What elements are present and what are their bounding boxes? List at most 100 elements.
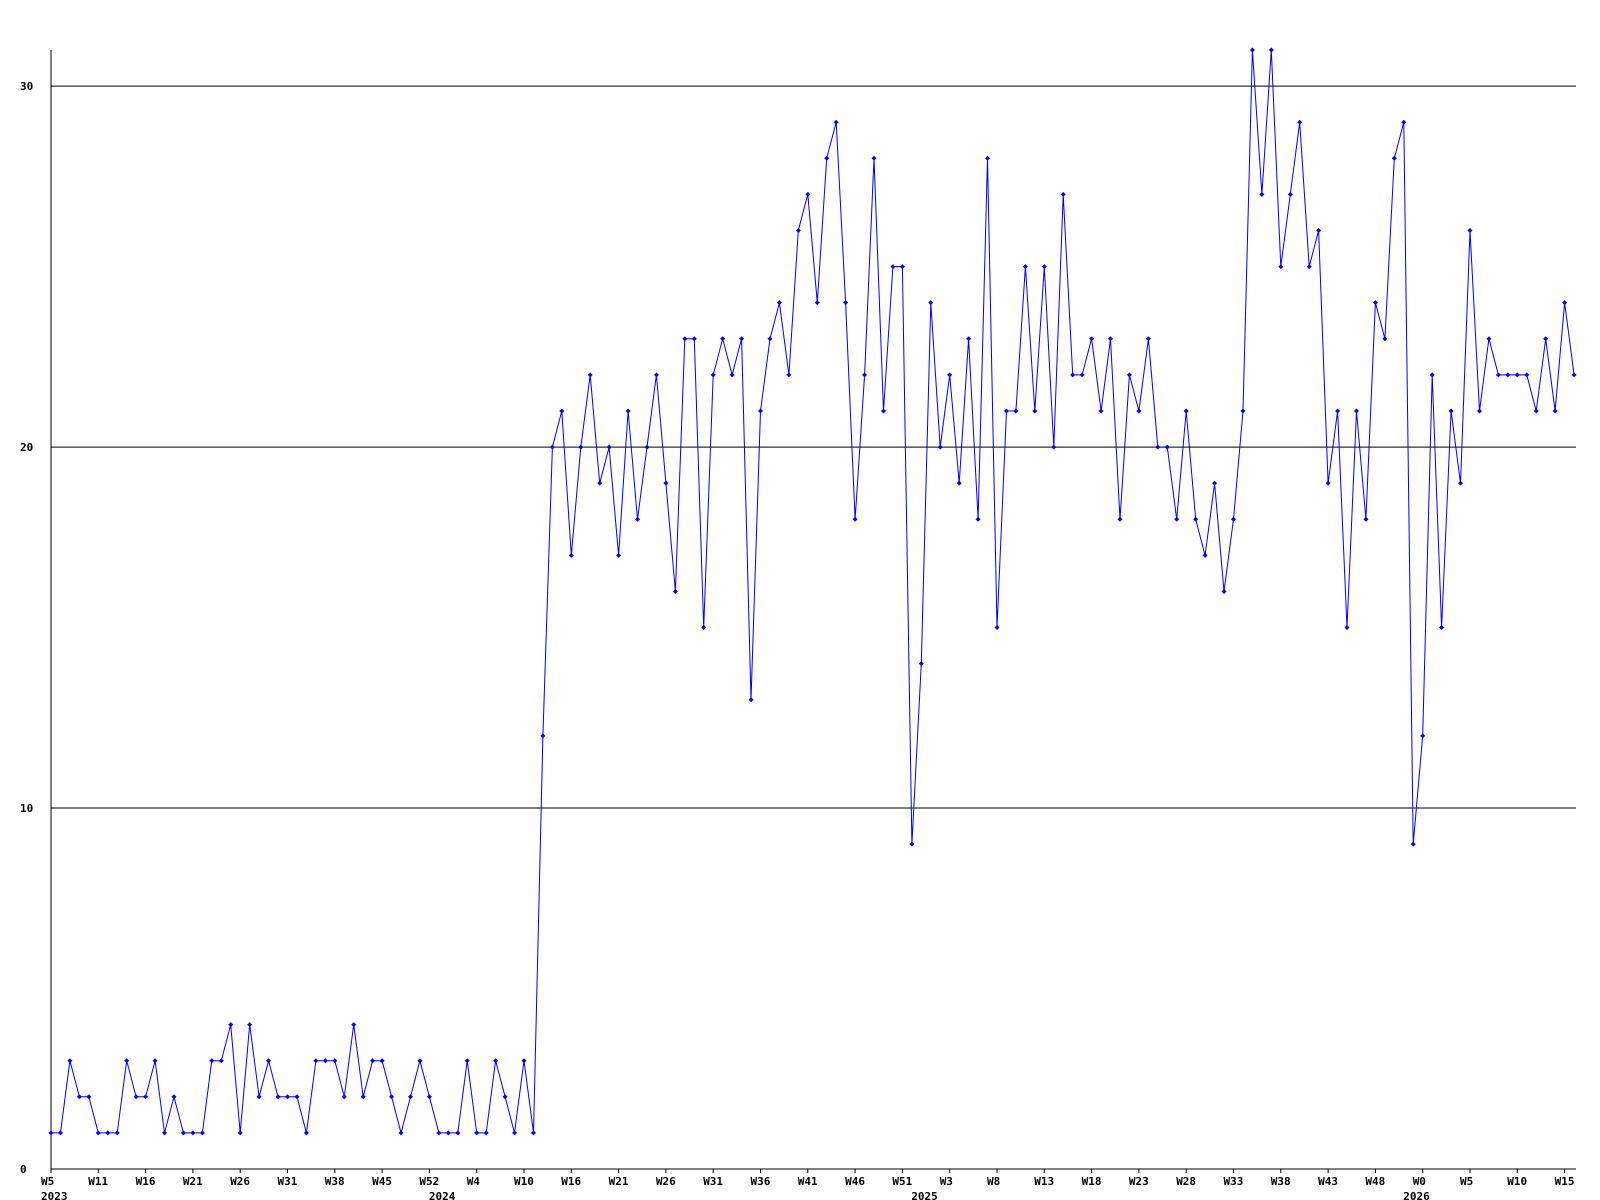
data-point [218, 1058, 224, 1064]
data-point [303, 1130, 309, 1136]
data-point [1032, 408, 1038, 414]
data-point [133, 1094, 139, 1100]
y-tick-label: 0 [20, 1163, 27, 1176]
data-point [890, 264, 896, 270]
data-point [549, 444, 555, 450]
data-point [445, 1130, 451, 1136]
data-point [407, 1094, 413, 1100]
data-point [862, 372, 868, 378]
data-point [124, 1058, 130, 1064]
data-point [1070, 372, 1076, 378]
data-point [720, 336, 726, 342]
data-point [1231, 516, 1236, 522]
data-point [436, 1130, 442, 1136]
data-point [975, 516, 981, 522]
data-point [682, 336, 688, 342]
data-point [199, 1130, 205, 1136]
x-tick-label: W36 [751, 1175, 771, 1188]
x-tick-label: W5 [1460, 1175, 1473, 1188]
data-point [1429, 372, 1435, 378]
data-point [1382, 336, 1388, 342]
data-point [180, 1130, 186, 1136]
data-point [843, 300, 849, 306]
data-point [1524, 372, 1530, 378]
data-point [1079, 372, 1085, 378]
data-point [928, 300, 934, 306]
data-point [701, 625, 707, 631]
data-point [1458, 480, 1464, 486]
data-point [739, 336, 745, 342]
data-point [1041, 264, 1047, 270]
year-label: 2024 [429, 1190, 456, 1200]
data-point [322, 1058, 328, 1064]
data-point [1552, 408, 1558, 414]
data-point [1108, 336, 1114, 342]
x-tick-label: W21 [183, 1175, 203, 1188]
data-point [1486, 336, 1492, 342]
data-point [871, 155, 877, 161]
data-point [1316, 227, 1322, 233]
data-point [1060, 191, 1066, 197]
data-point [76, 1094, 82, 1100]
x-tick-label: W41 [798, 1175, 818, 1188]
data-point [389, 1094, 395, 1100]
y-tick-label: 20 [20, 441, 33, 454]
data-point [691, 336, 697, 342]
data-point [1335, 408, 1341, 414]
data-point [228, 1022, 234, 1028]
data-point [351, 1022, 357, 1028]
data-point [67, 1058, 73, 1064]
data-point [852, 516, 858, 522]
data-point [294, 1094, 300, 1100]
year-label: 2026 [1403, 1190, 1430, 1200]
data-point [625, 408, 631, 414]
x-tick-label: W38 [1271, 1175, 1291, 1188]
x-tick-label: W21 [609, 1175, 629, 1188]
data-point [606, 444, 612, 450]
data-line [51, 49, 1575, 1135]
data-point [1410, 841, 1416, 847]
x-tick-label: W31 [703, 1175, 723, 1188]
data-point [1183, 408, 1189, 414]
x-tick-label: W3 [940, 1175, 953, 1188]
data-point [909, 841, 915, 847]
x-tick-label: W28 [1176, 1175, 1196, 1188]
data-point [332, 1058, 338, 1064]
data-point [493, 1058, 499, 1064]
data-point [918, 661, 924, 667]
data-point [644, 444, 650, 450]
data-point [1221, 588, 1227, 594]
data-point [1401, 119, 1407, 125]
data-point [1420, 733, 1426, 739]
data-point [1571, 372, 1577, 378]
x-tick-label: W45 [372, 1175, 392, 1188]
x-tick-label: W33 [1224, 1175, 1244, 1188]
x-tick-label: W43 [1318, 1175, 1338, 1188]
data-point [966, 336, 972, 342]
data-point [162, 1130, 168, 1136]
x-tick-label: W51 [892, 1175, 912, 1188]
year-label: 2023 [41, 1190, 68, 1200]
data-point [937, 444, 943, 450]
data-point [710, 372, 716, 378]
data-point [578, 444, 584, 450]
data-point [994, 625, 1000, 631]
data-point [880, 408, 886, 414]
data-point [1495, 372, 1501, 378]
data-point [947, 372, 953, 378]
data-point [1259, 191, 1265, 197]
data-point [1174, 516, 1180, 522]
data-point [1136, 408, 1142, 414]
data-point [786, 372, 792, 378]
data-point [247, 1022, 253, 1028]
data-point [285, 1094, 290, 1100]
data-point [530, 1130, 536, 1136]
data-point [1022, 264, 1028, 270]
data-point [1391, 155, 1397, 161]
data-point [729, 372, 735, 378]
data-point [1155, 444, 1161, 450]
data-point [256, 1094, 262, 1100]
data-point [398, 1130, 404, 1136]
year-label: 2025 [911, 1190, 938, 1200]
